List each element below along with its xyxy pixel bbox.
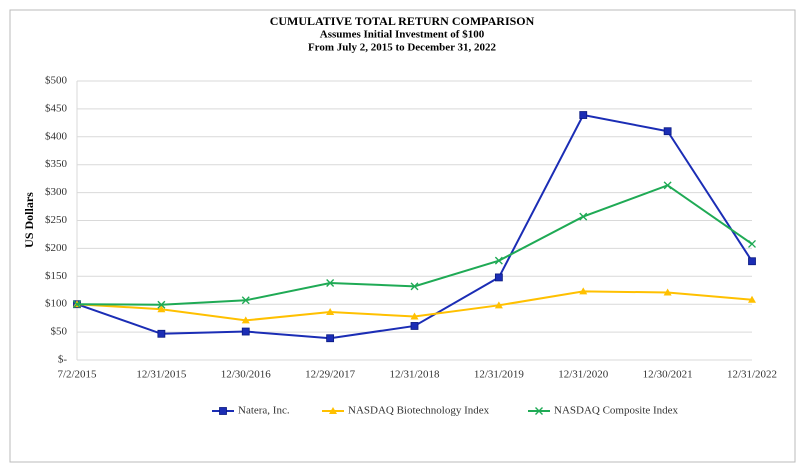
- data-point: [326, 334, 335, 343]
- data-point: [241, 296, 250, 305]
- data-point: [579, 287, 588, 295]
- data-point: [73, 300, 81, 309]
- y-tick-label: $150: [45, 270, 68, 282]
- legend-marker: [219, 407, 227, 415]
- chart-subtitle: Assumes Initial Investment of $100: [320, 29, 485, 41]
- x-tick-label: 12/31/2022: [727, 369, 777, 381]
- x-tick-label: 12/29/2017: [305, 369, 356, 381]
- y-tick-label: $200: [45, 242, 68, 254]
- data-point: [326, 308, 335, 316]
- data-point: [157, 300, 166, 309]
- legend-label: NASDAQ Composite Index: [554, 405, 679, 417]
- x-tick-label: 12/30/2021: [643, 369, 693, 381]
- data-point: [410, 312, 419, 320]
- chart-subtitle: From July 2, 2015 to December 31, 2022: [308, 42, 497, 54]
- legend-marker: [535, 407, 543, 415]
- y-tick-label: $250: [45, 214, 68, 226]
- y-tick-label: $100: [45, 298, 68, 310]
- x-tick-label: 12/31/2019: [474, 369, 525, 381]
- data-point: [494, 301, 503, 309]
- y-tick-label: $400: [45, 130, 68, 142]
- chart-title: CUMULATIVE TOTAL RETURN COMPARISON: [270, 14, 535, 28]
- y-tick-label: $50: [51, 326, 68, 338]
- data-point: [326, 279, 335, 287]
- data-point: [663, 181, 672, 190]
- legend-marker: [329, 407, 337, 414]
- x-tick-label: 7/2/2015: [57, 369, 97, 381]
- y-tick-label: $350: [45, 158, 68, 170]
- y-tick-label: $300: [45, 186, 68, 198]
- data-point: [494, 256, 503, 265]
- data-point: [663, 127, 672, 136]
- data-point: [748, 295, 756, 303]
- data-point: [410, 282, 419, 291]
- legend-label: Natera, Inc.: [238, 405, 290, 417]
- data-point: [748, 257, 756, 266]
- data-point: [579, 212, 588, 221]
- data-point: [157, 305, 166, 313]
- data-point: [410, 322, 419, 330]
- y-tick-label: $450: [45, 102, 68, 114]
- data-point: [241, 327, 250, 336]
- data-point: [663, 288, 672, 296]
- legend-label: NASDAQ Biotechnology Index: [348, 405, 490, 417]
- data-point: [157, 329, 166, 338]
- y-axis-label: US Dollars: [22, 192, 36, 248]
- data-point: [241, 316, 250, 324]
- y-tick-label: $-: [58, 354, 68, 366]
- data-point: [494, 273, 503, 282]
- data-point: [579, 111, 588, 119]
- x-tick-label: 12/30/2016: [221, 369, 272, 381]
- x-tick-label: 12/31/2018: [389, 369, 440, 381]
- x-tick-label: 12/31/2015: [136, 369, 187, 381]
- data-point: [748, 239, 756, 248]
- chart-border: [9, 9, 796, 463]
- y-tick-label: $500: [45, 75, 68, 87]
- x-tick-label: 12/31/2020: [558, 369, 609, 381]
